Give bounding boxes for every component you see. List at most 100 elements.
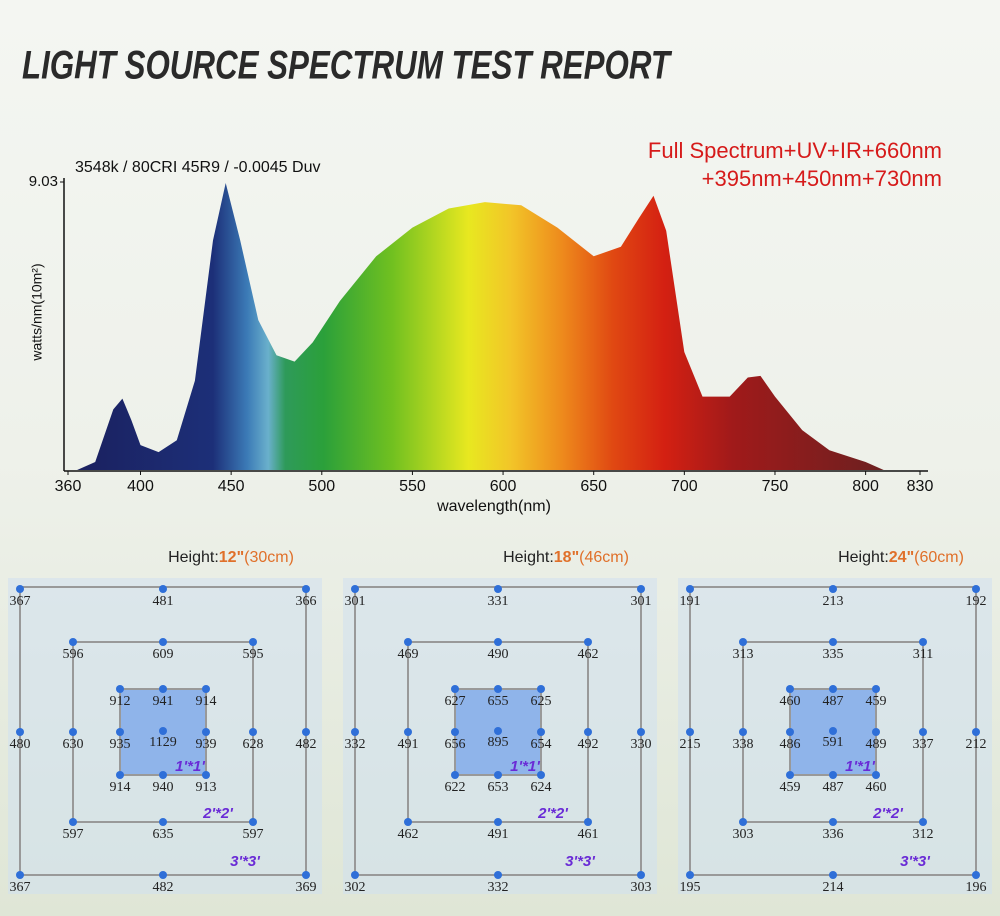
sensor-point bbox=[159, 585, 167, 593]
sensor-point bbox=[829, 638, 837, 646]
ppfd-value: 489 bbox=[866, 737, 887, 752]
ppfd-map: Height:12"(30cm) 367 481 366 480 482 367 482 369… bbox=[8, 549, 322, 895]
sensor-point bbox=[637, 728, 645, 736]
ppfd-value: 597 bbox=[243, 827, 264, 842]
sensor-point bbox=[786, 728, 794, 736]
ppfd-value: 332 bbox=[488, 880, 509, 895]
ppfd-value: 312 bbox=[913, 827, 934, 842]
ppfd-value: 597 bbox=[63, 827, 84, 842]
chart: 9.03 360 400 450 500 550 600 650 700 750 800 830 bbox=[29, 173, 934, 495]
ppfd-value: 914 bbox=[110, 780, 131, 795]
ppfd-value: 330 bbox=[631, 737, 652, 752]
ppfd-value: 460 bbox=[780, 694, 801, 709]
ppfd-value: 912 bbox=[110, 694, 131, 709]
sensor-point bbox=[16, 585, 24, 593]
sensor-point bbox=[637, 871, 645, 879]
ppfd-value: 486 bbox=[780, 737, 801, 752]
sensor-point bbox=[537, 771, 545, 779]
ppfd-value: 624 bbox=[531, 780, 552, 795]
ppfd-value: 311 bbox=[913, 647, 933, 662]
ppfd-value: 459 bbox=[780, 780, 801, 795]
sensor-point bbox=[202, 728, 210, 736]
x-tick-label: 400 bbox=[127, 478, 154, 495]
ppfd-value: 635 bbox=[153, 827, 174, 842]
x-tick-label: 830 bbox=[907, 478, 934, 495]
annotation: Full Spectrum+UV+IR+660nm bbox=[648, 138, 942, 163]
sensor-point bbox=[351, 728, 359, 736]
ppfd-map: Height:18"(46cm) 301 331 301 332 330 302 332 303… bbox=[343, 549, 657, 895]
sensor-point bbox=[404, 638, 412, 646]
ppfd-value: 338 bbox=[733, 737, 754, 752]
sensor-point bbox=[686, 585, 694, 593]
sensor-point bbox=[919, 638, 927, 646]
heading-part: 18" bbox=[554, 549, 579, 566]
sensor-point bbox=[302, 728, 310, 736]
ppfd-value: 627 bbox=[445, 694, 466, 709]
ppfd-value: 301 bbox=[345, 594, 366, 609]
ppfd-value: 212 bbox=[966, 737, 987, 752]
ppfd-value: 941 bbox=[153, 694, 174, 709]
sensor-point bbox=[972, 871, 980, 879]
ppfd-value: 214 bbox=[823, 880, 844, 895]
sensor-point bbox=[786, 771, 794, 779]
sensor-point bbox=[872, 728, 880, 736]
sensor-point bbox=[351, 585, 359, 593]
sensor-point bbox=[686, 728, 694, 736]
sensor-point bbox=[786, 685, 794, 693]
sensor-point bbox=[494, 685, 502, 693]
zone-label: 1'*1' bbox=[845, 758, 875, 775]
ppfd-value: 302 bbox=[345, 880, 366, 895]
sensor-point bbox=[919, 728, 927, 736]
zone-label: 3'*3' bbox=[900, 853, 930, 870]
ppfd-value: 591 bbox=[823, 735, 844, 750]
sensor-point bbox=[159, 771, 167, 779]
ppfd-value: 366 bbox=[296, 594, 317, 609]
sensor-point bbox=[584, 638, 592, 646]
sensor-point bbox=[351, 871, 359, 879]
sensor-point bbox=[404, 818, 412, 826]
ppfd-value: 215 bbox=[680, 737, 701, 752]
zone-label: 2'*2' bbox=[537, 805, 568, 822]
ppfd-value: 336 bbox=[823, 827, 844, 842]
ppfd-value: 491 bbox=[398, 737, 419, 752]
ppfd-value: 196 bbox=[966, 880, 987, 895]
ppfd-value: 913 bbox=[196, 780, 217, 795]
x-tick-label: 650 bbox=[580, 478, 607, 495]
ppfd-value: 939 bbox=[196, 737, 217, 752]
ppfd-value: 192 bbox=[966, 594, 987, 609]
y-axis-label: watts/nm(10m²) bbox=[29, 263, 45, 361]
map-heading: Height:18"(46cm) bbox=[503, 549, 629, 566]
ppfd-value: 337 bbox=[913, 737, 934, 752]
zone-label: 2'*2' bbox=[202, 805, 233, 822]
sensor-point bbox=[739, 638, 747, 646]
sensor-point bbox=[202, 685, 210, 693]
ppfd-value: 654 bbox=[531, 737, 552, 752]
heading-part: 24" bbox=[889, 549, 914, 566]
ppfd-value: 301 bbox=[631, 594, 652, 609]
sensor-point bbox=[494, 585, 502, 593]
x-tick-label: 550 bbox=[399, 478, 426, 495]
ppfd-value: 625 bbox=[531, 694, 552, 709]
sensor-point bbox=[829, 727, 837, 735]
x-tick-label: 450 bbox=[218, 478, 245, 495]
sensor-point bbox=[494, 871, 502, 879]
sensor-point bbox=[451, 771, 459, 779]
heading-part: Height: bbox=[168, 549, 219, 566]
x-tick-label: 360 bbox=[55, 478, 82, 495]
sensor-point bbox=[872, 685, 880, 693]
x-tick-label: 600 bbox=[490, 478, 517, 495]
sensor-point bbox=[584, 728, 592, 736]
ppfd-value: 622 bbox=[445, 780, 466, 795]
sensor-point bbox=[116, 771, 124, 779]
x-tick-label: 700 bbox=[671, 478, 698, 495]
sensor-point bbox=[584, 818, 592, 826]
sensor-point bbox=[494, 638, 502, 646]
sensor-point bbox=[249, 728, 257, 736]
ppfd-value: 303 bbox=[631, 880, 652, 895]
ppfd-value: 656 bbox=[445, 737, 466, 752]
ppfd-value: 482 bbox=[153, 880, 174, 895]
ppfd-value: 940 bbox=[153, 780, 174, 795]
sensor-point bbox=[494, 771, 502, 779]
ppfd-value: 460 bbox=[866, 780, 887, 795]
